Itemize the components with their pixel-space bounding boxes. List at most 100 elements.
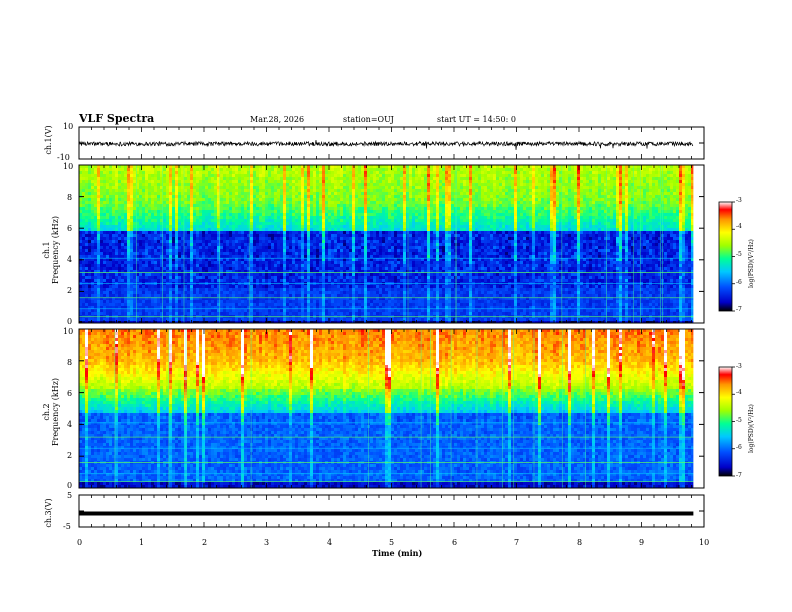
- spectrogram-cell: [124, 180, 127, 183]
- spectrogram-cell: [100, 171, 103, 174]
- spectrogram-cell: [277, 234, 280, 237]
- spectrogram-cell: [199, 222, 202, 225]
- spectrogram-cell: [283, 273, 286, 276]
- spectrogram-cell: [313, 219, 316, 222]
- spectrogram-cell: [133, 189, 136, 192]
- spectrogram-cell: [247, 300, 250, 303]
- spectrogram-cell: [340, 231, 343, 234]
- spectrogram-cell: [310, 252, 313, 255]
- spectrogram-cell: [208, 210, 211, 213]
- spectrogram-cell: [85, 219, 88, 222]
- spectrogram-cell: [169, 219, 172, 222]
- spectrogram-cell: [193, 201, 196, 204]
- spectrogram-cell: [166, 246, 169, 249]
- spectrogram-cell: [154, 222, 157, 225]
- spectrogram-cell: [229, 198, 232, 201]
- spectrogram-cell: [223, 279, 226, 282]
- spectrogram-cell: [85, 222, 88, 225]
- spectrogram-cell: [346, 261, 349, 264]
- spectrogram-cell: [208, 192, 211, 195]
- spectrogram-cell: [208, 246, 211, 249]
- spectrogram-cell: [193, 216, 196, 219]
- spectrogram-cell: [169, 174, 172, 177]
- spectrogram-cell: [295, 318, 298, 321]
- spectrogram-cell: [265, 174, 268, 177]
- spectrogram-cell: [94, 300, 97, 303]
- spectrogram-cell: [328, 180, 331, 183]
- spectrogram-cell: [202, 201, 205, 204]
- spectrogram-cell: [325, 219, 328, 222]
- spectrogram-cell: [151, 294, 154, 297]
- spectrogram-cell: [247, 288, 250, 291]
- spectrogram-cell: [229, 183, 232, 186]
- spectrogram-cell: [262, 168, 265, 171]
- spectrogram-cell: [325, 195, 328, 198]
- spectrogram-cell: [253, 186, 256, 189]
- spectrogram-cell: [268, 264, 271, 267]
- spectrogram-cell: [154, 288, 157, 291]
- spectrogram-cell: [319, 231, 322, 234]
- spectrogram-cell: [121, 243, 124, 246]
- spectrogram-cell: [82, 300, 85, 303]
- spectrogram-cell: [124, 279, 127, 282]
- spectrogram-cell: [298, 309, 301, 312]
- spectrogram-cell: [97, 312, 100, 315]
- spectrogram-cell: [100, 228, 103, 231]
- spectrogram-cell: [316, 273, 319, 276]
- spectrogram-cell: [157, 210, 160, 213]
- spectrogram-cell: [124, 249, 127, 252]
- spectrogram-cell: [229, 180, 232, 183]
- spectrogram-cell: [112, 288, 115, 291]
- spectrogram-cell: [148, 288, 151, 291]
- spectrogram-cell: [286, 183, 289, 186]
- spectrogram-cell: [211, 318, 214, 321]
- spectrogram-cell: [121, 264, 124, 267]
- spectrogram-cell: [187, 195, 190, 198]
- spectrogram-cell: [346, 234, 349, 237]
- spectrogram-cell: [334, 213, 337, 216]
- spectrogram-cell: [202, 309, 205, 312]
- spectrogram-cell: [118, 216, 121, 219]
- spectrogram-cell: [238, 249, 241, 252]
- spectrogram-cell: [184, 231, 187, 234]
- spectrogram-cell: [241, 201, 244, 204]
- spectrogram-cell: [241, 186, 244, 189]
- spectrogram-cell: [187, 279, 190, 282]
- spectrogram-cell: [253, 300, 256, 303]
- spectrogram-cell: [226, 288, 229, 291]
- spectrogram-cell: [172, 189, 175, 192]
- spectrogram-cell: [223, 186, 226, 189]
- spectrogram-cell: [208, 204, 211, 207]
- spectrogram-cell: [343, 189, 346, 192]
- spectrogram-cell: [163, 243, 166, 246]
- spectrogram-cell: [133, 201, 136, 204]
- spectrogram-cell: [169, 201, 172, 204]
- spectrogram-cell: [85, 255, 88, 258]
- spectrogram-cell: [97, 300, 100, 303]
- spectrogram-cell: [196, 186, 199, 189]
- spectrogram-cell: [301, 243, 304, 246]
- spectrogram-cell: [283, 252, 286, 255]
- spectrogram-cell: [133, 213, 136, 216]
- spectrogram-cell: [187, 174, 190, 177]
- spectrogram-cell: [130, 189, 133, 192]
- spectrogram-cell: [97, 261, 100, 264]
- spectrogram-cell: [85, 180, 88, 183]
- spectrogram-cell: [328, 237, 331, 240]
- spectrogram-cell: [151, 210, 154, 213]
- spectrogram-cell: [139, 180, 142, 183]
- spectrogram-cell: [118, 171, 121, 174]
- spectrogram-cell: [244, 255, 247, 258]
- spectrogram-cell: [85, 309, 88, 312]
- spectrogram-cell: [241, 204, 244, 207]
- spectrogram-cell: [211, 276, 214, 279]
- spectrogram-cell: [85, 201, 88, 204]
- spectrogram-cell: [127, 201, 130, 204]
- spectrogram-cell: [304, 216, 307, 219]
- spectrogram-cell: [94, 186, 97, 189]
- spectrogram-cell: [223, 213, 226, 216]
- spectrogram-cell: [271, 189, 274, 192]
- spectrogram-cell: [328, 240, 331, 243]
- spectrogram-cell: [85, 216, 88, 219]
- spectrogram-cell: [259, 309, 262, 312]
